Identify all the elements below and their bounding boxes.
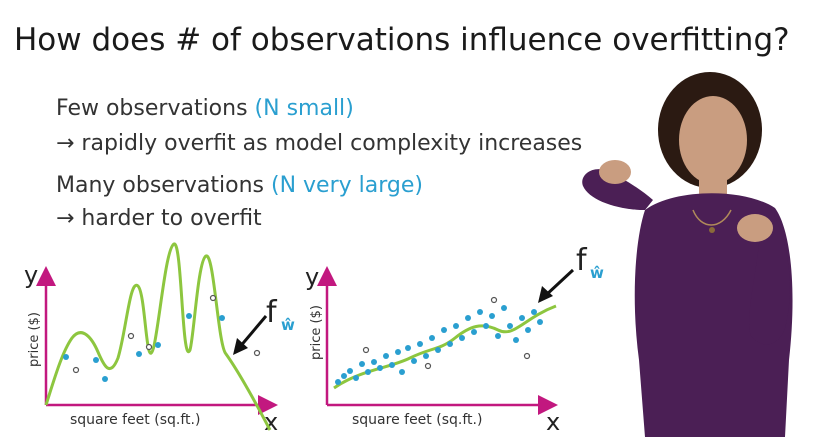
data-point	[253, 349, 261, 357]
data-point	[435, 347, 441, 353]
presenter-hand-right	[737, 214, 773, 242]
data-point	[102, 376, 108, 382]
data-point	[209, 294, 217, 302]
data-point	[145, 343, 153, 351]
data-point	[186, 313, 192, 319]
fit-curve	[44, 242, 272, 431]
fit-subscript: ŵ	[281, 316, 295, 334]
data-point	[447, 341, 453, 347]
fit-curve	[333, 304, 557, 390]
paren-open: (	[247, 96, 264, 121]
data-point	[459, 335, 465, 341]
data-point	[465, 315, 471, 321]
x-axis-symbol: x	[546, 408, 560, 436]
point-lead: Few observations	[56, 96, 248, 121]
data-point	[477, 309, 483, 315]
fit-label: f	[576, 243, 588, 278]
data-point	[383, 353, 389, 359]
data-point	[365, 369, 371, 375]
paren-open: (	[264, 173, 280, 198]
data-point	[377, 365, 383, 371]
data-point	[371, 359, 377, 365]
data-point	[353, 375, 359, 381]
subpoint-text: harder to overfit	[74, 206, 262, 231]
data-point	[347, 368, 353, 374]
point-accent: N very large	[279, 173, 415, 198]
data-point	[483, 323, 489, 329]
data-point	[424, 362, 432, 370]
y-axis-symbol: y	[24, 261, 38, 289]
data-points	[63, 294, 261, 382]
data-point	[519, 315, 525, 321]
presenter-arm-right	[749, 210, 790, 345]
y-axis-symbol: y	[305, 263, 319, 291]
data-point	[359, 361, 365, 367]
data-point	[453, 323, 459, 329]
point-many-observations: Many observations (N very large)	[56, 173, 423, 198]
presenter-necklace	[692, 209, 732, 226]
fit-pointer-arrow	[237, 315, 268, 349]
data-point	[523, 352, 531, 360]
point-accent: N small	[263, 96, 346, 121]
data-point	[471, 329, 477, 335]
data-point	[531, 309, 537, 315]
data-point	[441, 327, 447, 333]
paren-close: )	[345, 96, 354, 121]
data-point	[341, 373, 347, 379]
point-few-observations: Few observations (N small)	[56, 96, 354, 121]
data-point	[405, 345, 411, 351]
data-points	[335, 296, 543, 385]
data-point	[537, 319, 543, 325]
fit-pointer-arrowhead	[538, 286, 553, 303]
presenter-video	[582, 72, 793, 437]
data-point	[395, 349, 401, 355]
x-axis-label: square feet (sq.ft.)	[352, 412, 482, 428]
data-point	[127, 332, 135, 340]
data-point	[495, 333, 501, 339]
data-point	[501, 305, 507, 311]
arrow-right-icon: →	[56, 131, 75, 156]
data-point	[490, 296, 498, 304]
subpoint-rapidly-overfit: → rapidly overfit as model complexity in…	[56, 131, 582, 156]
presenter-shirt	[634, 193, 793, 437]
x-axis-label: square feet (sq.ft.)	[70, 412, 200, 428]
y-axis-label: price ($)	[309, 305, 324, 360]
fit-pointer-arrow	[543, 268, 575, 298]
presenter-arm-left	[582, 169, 653, 210]
fit-label: f	[266, 295, 278, 330]
fit-pointer-arrowhead	[233, 338, 248, 355]
subpoint-harder-to-overfit: → harder to overfit	[56, 206, 262, 231]
data-point	[429, 335, 435, 341]
data-point	[389, 362, 395, 368]
data-point	[489, 313, 495, 319]
data-point	[63, 354, 69, 360]
data-point	[155, 342, 161, 348]
arrow-right-icon: →	[56, 206, 75, 231]
data-point	[411, 358, 417, 364]
presenter-pendant	[709, 227, 715, 233]
data-point	[362, 346, 370, 354]
data-point	[417, 341, 423, 347]
data-point	[507, 323, 513, 329]
data-point	[399, 369, 405, 375]
paren-close: )	[414, 173, 423, 198]
presenter-hand-left	[599, 160, 631, 184]
data-point	[136, 351, 142, 357]
x-axis-symbol: x	[264, 408, 278, 436]
data-point	[72, 366, 80, 374]
data-point	[423, 353, 429, 359]
data-point	[525, 327, 531, 333]
point-lead: Many observations	[56, 173, 264, 198]
subpoint-text: rapidly overfit as model complexity incr…	[74, 131, 583, 156]
data-point	[219, 315, 225, 321]
data-point	[93, 357, 99, 363]
slide-title: How does # of observations influence ove…	[14, 22, 790, 58]
data-point	[335, 379, 341, 385]
data-point	[513, 337, 519, 343]
fit-subscript: ŵ	[590, 264, 604, 282]
y-axis-label: price ($)	[27, 312, 42, 367]
presenter-face	[679, 96, 747, 184]
